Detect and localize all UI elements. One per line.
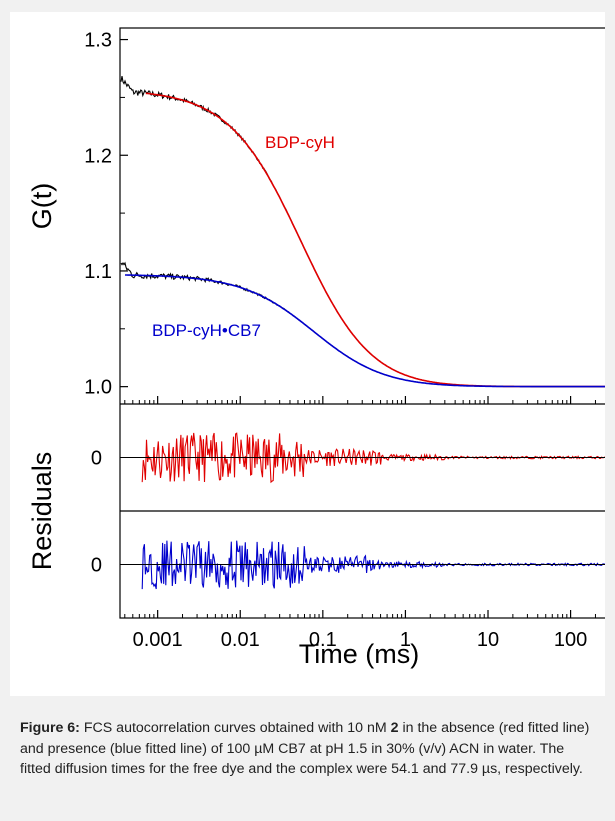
fit-line-series-1 [145, 92, 605, 388]
residual-line-panel-1 [141, 432, 605, 484]
figure-caption: Figure 6: FCS autocorrelation curves obt… [20, 718, 598, 780]
x-tick-label-0: 0.001 [133, 629, 183, 651]
x-axis-title: Time (ms) [299, 639, 419, 669]
x-tick-label-3: 1 [400, 629, 411, 651]
caption-label: Figure 6: [20, 720, 80, 736]
chart-panel: BDP-cyH BDP-cyH•CB7 0 0 1.0 1.1 1.2 1.3 0.001 0.0… [10, 12, 605, 696]
series-label-bdp-cyh-cb7: BDP-cyH•CB7 [152, 321, 261, 340]
residual-zero-label-1: 0 [91, 448, 102, 470]
plot-frame [119, 27, 605, 619]
y-tick-label-0: 1.0 [84, 377, 112, 399]
y-axis-title: G(t) [27, 183, 57, 230]
residual-zero-label-2: 0 [91, 555, 102, 577]
x-tick-label-4: 10 [477, 629, 499, 651]
y-tick-label-1: 1.1 [84, 261, 112, 283]
x-tick-label-1: 0.01 [221, 629, 260, 651]
x-tick-label-5: 100 [554, 629, 587, 651]
fcs-chart: BDP-cyH BDP-cyH•CB7 0 0 1.0 1.1 1.2 1.3 0.001 0.0… [27, 27, 605, 669]
y-tick-label-3: 1.3 [84, 30, 112, 52]
x-tick-label-2: 0.1 [309, 629, 337, 651]
series-label-bdp-cyh: BDP-cyH [265, 133, 335, 152]
caption-text-before: FCS autocorrelation curves obtained with… [79, 720, 391, 736]
caption-text-after: in the absence (red fitted line) and pre… [20, 720, 590, 777]
fit-line-series-2 [125, 274, 605, 388]
y-tick-label-2: 1.2 [84, 145, 112, 167]
raw-data-series-1 [120, 76, 605, 388]
residuals-axis-title: Residuals [27, 452, 57, 571]
caption-compound: 2 [390, 720, 399, 736]
